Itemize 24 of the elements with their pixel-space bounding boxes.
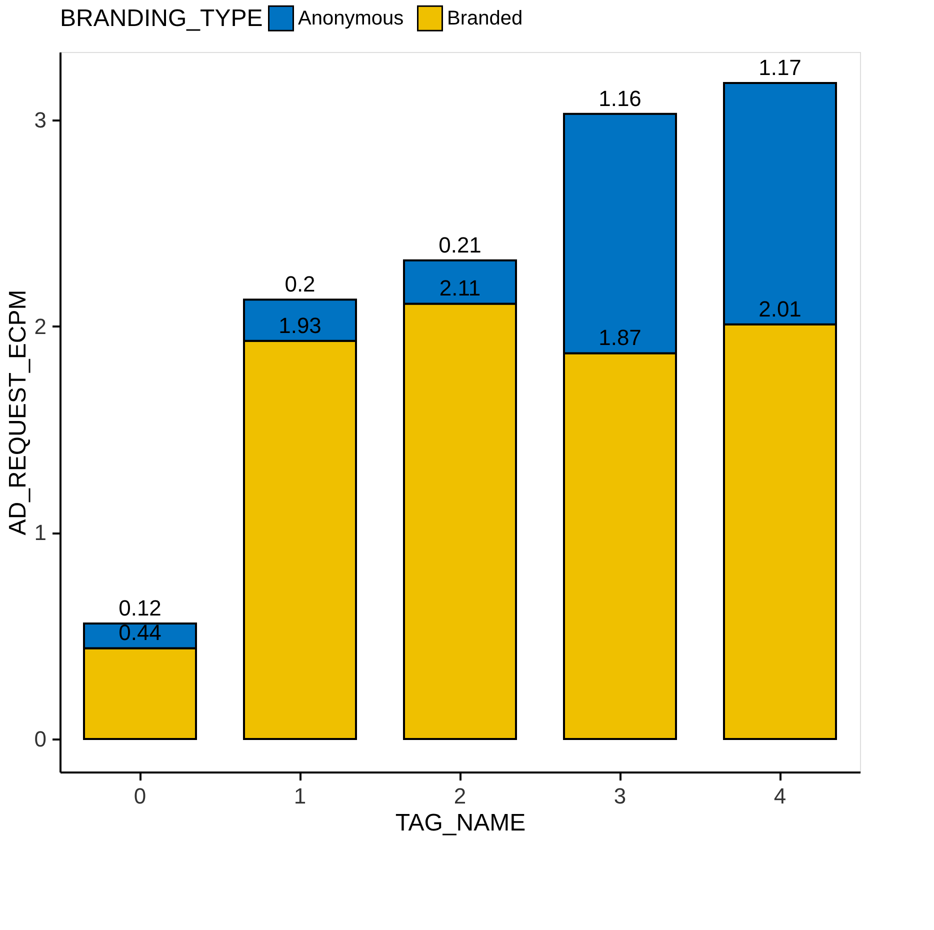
y-tick-label: 3 [34, 108, 46, 133]
legend-label: Branded [447, 7, 523, 30]
data-label: 1.93 [278, 312, 322, 338]
x-tick-label: 4 [774, 784, 786, 808]
data-label: 0.2 [284, 272, 316, 297]
y-tick-label: 1 [34, 520, 46, 546]
data-label: 1.16 [598, 86, 642, 111]
x-tick-label: 0 [134, 784, 146, 808]
data-label: 1.17 [758, 54, 802, 80]
data-label: 0.44 [118, 620, 162, 646]
legend-title: BRANDING_TYPE [60, 5, 263, 32]
y-axis-title: AD_REQUEST_ECPM [4, 290, 32, 536]
y-tick-label: 0 [34, 726, 46, 752]
data-label: 2.11 [439, 276, 481, 301]
data-label: 0.21 [438, 232, 482, 258]
y-tick-label: 2 [34, 314, 46, 339]
x-tick-label: 2 [454, 784, 466, 808]
x-tick-label: 3 [614, 784, 626, 808]
legend-label: Anonymous [298, 7, 404, 30]
x-axis-title: TAG_NAME [395, 810, 526, 836]
data-label: 2.01 [758, 296, 802, 322]
x-tick-label: 1 [294, 784, 306, 808]
data-label: 0.12 [118, 595, 162, 620]
data-label: 1.87 [598, 325, 642, 350]
